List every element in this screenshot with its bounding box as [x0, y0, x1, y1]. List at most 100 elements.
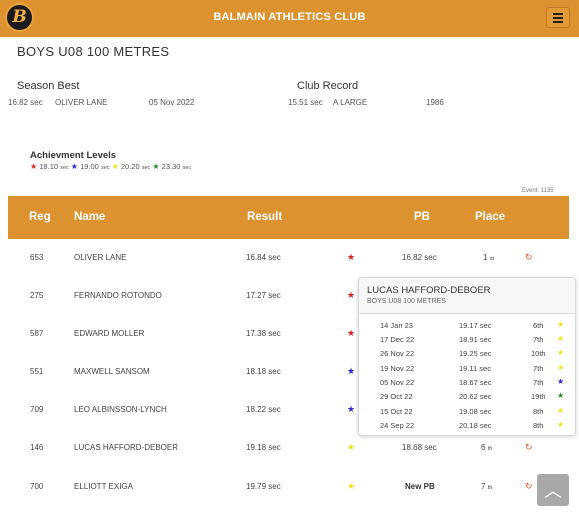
- column-header-reg[interactable]: Reg: [29, 211, 51, 223]
- club-title: BALMAIN ATHLETICS CLUB: [213, 11, 366, 23]
- history-row: 17 Dec 22 18.91 sec 7th ★: [359, 333, 577, 347]
- yellow-star-icon: ★: [557, 406, 565, 415]
- row-name: LEO ALBINSSON-LYNCH: [74, 405, 167, 414]
- season-best-label: Season Best: [17, 80, 80, 92]
- history-time: 18.67 sec: [459, 378, 492, 387]
- row-name: OLIVER LANE: [74, 253, 127, 262]
- history-place: 8th: [533, 407, 544, 416]
- history-icon[interactable]: ↻: [525, 481, 533, 491]
- row-place-suffix: st: [489, 256, 494, 262]
- yellow-star-icon: ★: [347, 481, 356, 491]
- hamburger-menu-button[interactable]: [546, 7, 570, 28]
- event-id: Event: 1135: [522, 188, 554, 194]
- history-icon[interactable]: ↻: [525, 252, 533, 262]
- history-place: 7th: [533, 378, 544, 387]
- blue-star-icon: ★: [347, 404, 356, 414]
- logo-letter: B: [12, 7, 27, 27]
- history-row: 15 Oct 22 19.08 sec 8th ★: [359, 405, 577, 419]
- hamburger-icon: [553, 12, 563, 15]
- club-logo[interactable]: B: [5, 3, 34, 32]
- table-row[interactable]: 587 EDWARD MOLLER 17.38 sec ★: [8, 315, 569, 353]
- row-reg: 587: [30, 329, 44, 338]
- club-record-year: 1986: [426, 98, 444, 107]
- club-record-label: Club Record: [297, 80, 359, 92]
- row-place: 1 st: [483, 253, 494, 262]
- yellow-star-icon: ★: [557, 320, 565, 329]
- table-row[interactable]: 700 ELLIOTT EXIGA 19.79 sec ★ New PB 7 t…: [8, 468, 569, 506]
- history-time: 19.11 sec: [459, 364, 491, 373]
- season-best-time: 16.82 sec: [8, 98, 43, 107]
- results-table-header: Reg Name Result PB Place: [8, 196, 569, 239]
- row-result: 17.38 sec: [246, 329, 281, 338]
- history-place: 7th: [533, 335, 544, 344]
- history-date: 24 Sep 22: [380, 421, 415, 430]
- achievement-levels-row: ★ 18.10 sec ★ 19.00 sec ★ 20.20 sec ★ 23…: [30, 162, 191, 171]
- yellow-star-icon: ★: [111, 162, 119, 171]
- row-reg: 146: [30, 443, 44, 452]
- row-pb: 18.68 sec: [402, 443, 437, 452]
- blue-star-icon: ★: [70, 162, 78, 171]
- row-place-suffix: th: [487, 446, 493, 452]
- level-unit: sec: [60, 165, 69, 171]
- season-best-date: 05 Nov 2022: [149, 98, 195, 107]
- history-date: 05 Nov 22: [380, 378, 415, 387]
- row-result: 19.79 sec: [246, 482, 281, 491]
- yellow-star-icon: ★: [557, 363, 565, 372]
- column-header-result[interactable]: Result: [247, 211, 283, 223]
- row-result: 18.22 sec: [246, 405, 281, 414]
- row-result: 18.18 sec: [246, 367, 281, 376]
- yellow-star-icon: ★: [557, 420, 565, 429]
- row-place-suffix: th: [487, 485, 493, 491]
- table-row[interactable]: 653 OLIVER LANE 16.84 sec ★ 16.82 sec 1 …: [8, 239, 569, 277]
- row-name: EDWARD MOLLER: [74, 329, 145, 338]
- achievement-levels-title: Achievment Levels: [30, 150, 117, 161]
- hamburger-icon-bar: [553, 16, 563, 19]
- row-reg: 709: [30, 405, 44, 414]
- green-star-icon: ★: [152, 162, 160, 171]
- yellow-star-icon: ★: [557, 348, 565, 357]
- history-place: 10th: [531, 349, 546, 358]
- row-result: 19.18 sec: [246, 443, 281, 452]
- history-row: 29 Oct 22 20.62 sec 19th ★: [359, 390, 577, 404]
- blue-star-icon: ★: [347, 366, 356, 376]
- popup-event-name: BOYS U08 100 METRES: [367, 298, 446, 305]
- green-star-icon: ★: [557, 391, 565, 400]
- blue-star-icon: ★: [557, 377, 565, 386]
- row-name: FERNANDO ROTONDO: [74, 291, 162, 300]
- history-date: 15 Oct 22: [380, 407, 413, 416]
- row-name: ELLIOTT EXIGA: [74, 482, 133, 491]
- event-title: BOYS U08 100 METRES: [17, 44, 170, 59]
- history-place: 8th: [533, 421, 544, 430]
- popup-header: LUCAS HAFFORD-DEBOER BOYS U08 100 METRES: [359, 278, 575, 314]
- row-result: 17.27 sec: [246, 291, 281, 300]
- top-bar: B BALMAIN ATHLETICS CLUB: [0, 0, 579, 37]
- history-place: 6th: [533, 321, 544, 330]
- table-row[interactable]: 709 LEO ALBINSSON-LYNCH 18.22 sec ★: [8, 391, 569, 429]
- table-row[interactable]: 551 MAXWELL SANSOM 18.18 sec ★: [8, 353, 569, 391]
- history-icon[interactable]: ↻: [525, 442, 533, 452]
- history-time: 18.91 sec: [459, 335, 492, 344]
- red-star-icon: ★: [347, 290, 356, 300]
- history-time: 19.17 sec: [459, 321, 492, 330]
- row-place-number: 6: [481, 443, 486, 452]
- chevron-up-icon: ︿: [544, 481, 562, 501]
- history-time: 19.25 sec: [459, 349, 492, 358]
- club-record-time: 15.51 sec: [288, 98, 323, 107]
- column-header-pb[interactable]: PB: [414, 211, 430, 223]
- column-header-name[interactable]: Name: [74, 211, 106, 223]
- table-row[interactable]: 146 LUCAS HAFFORD-DEBOER 19.18 sec ★ 18.…: [8, 429, 569, 467]
- column-header-place[interactable]: Place: [475, 211, 506, 223]
- hamburger-icon-bar: [553, 20, 563, 23]
- table-row[interactable]: 275 FERNANDO ROTONDO 17.27 sec ★: [8, 277, 569, 315]
- row-reg: 275: [30, 291, 44, 300]
- history-date: 29 Oct 22: [380, 392, 413, 401]
- history-row: 05 Nov 22 18.67 sec 7th ★: [359, 376, 577, 390]
- row-result: 16.84 sec: [246, 253, 281, 262]
- history-row: 14 Jan 23 19.17 sec 6th ★: [359, 319, 577, 333]
- row-place-number: 7: [481, 482, 486, 491]
- level-unit: sec: [100, 165, 110, 171]
- history-place: 19th: [531, 392, 546, 401]
- history-time: 19.08 sec: [459, 407, 492, 416]
- scroll-to-top-button[interactable]: ︿: [537, 474, 569, 506]
- row-reg: 551: [30, 367, 44, 376]
